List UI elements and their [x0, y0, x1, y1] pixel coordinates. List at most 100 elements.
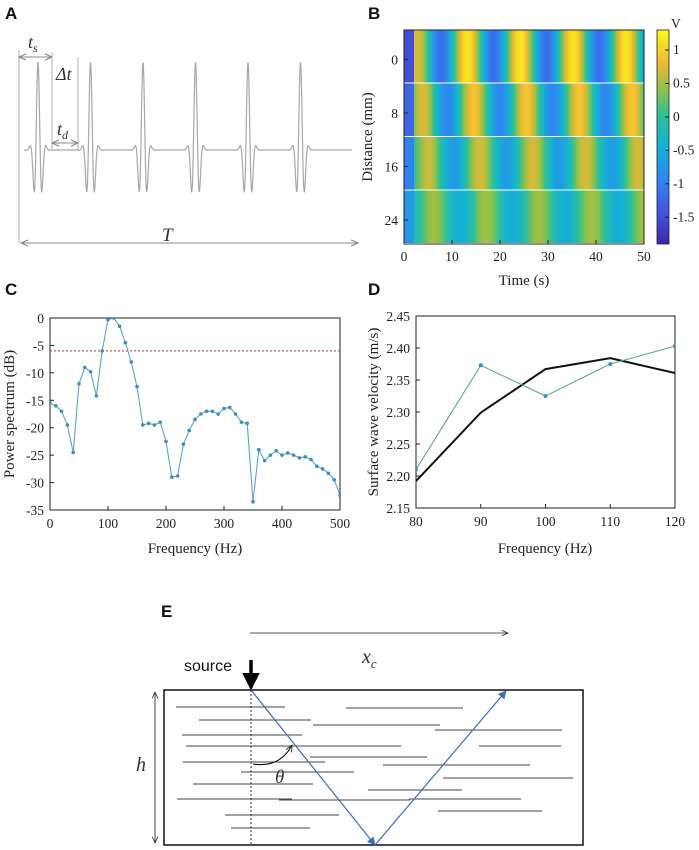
heatmap-cell [486, 190, 489, 243]
heatmap-cell [410, 30, 413, 83]
heatmap-cell [436, 83, 439, 136]
heatmap-cell [628, 30, 631, 83]
heatmap-cell [638, 30, 641, 83]
heatmap-cell [566, 30, 569, 83]
heatmap-cell [640, 30, 643, 83]
h-label: h [136, 754, 146, 776]
heatmap-cell [408, 30, 411, 83]
heatmap-cell [642, 190, 645, 243]
heatmap-cell [526, 190, 529, 243]
heatmap-cell [602, 83, 605, 136]
heatmap-cell [586, 137, 589, 190]
heatmap-cell [478, 30, 481, 83]
heatmap-cell [472, 83, 475, 136]
heatmap-cell [416, 190, 419, 243]
heatmap-cell [616, 30, 619, 83]
velocity-y-tick-label: 2.35 [386, 373, 410, 388]
heatmap-cell [450, 190, 453, 243]
heatmap-cell [508, 83, 511, 136]
heatmap-cell [496, 190, 499, 243]
heatmap-cell [598, 190, 601, 243]
spectrum-y-tick-label: -35 [26, 503, 44, 518]
heatmap-cell [502, 190, 505, 243]
heatmap-cell [572, 83, 575, 136]
spectrum-points [50, 318, 340, 504]
heatmap-cell [616, 137, 619, 190]
heatmap-cell [600, 83, 603, 136]
angle-arc [252, 745, 292, 766]
heatmap-cell [560, 137, 563, 190]
spectrum-point [100, 349, 104, 353]
heatmap-cell [538, 137, 541, 190]
heatmap-cell [452, 190, 455, 243]
heatmap-cell [574, 190, 577, 243]
spectrum-point [88, 369, 93, 374]
heatmap-cell [448, 83, 451, 136]
velocity-x-tick-label: 110 [600, 514, 620, 529]
heatmap-cell [510, 137, 513, 190]
heatmap-cell [456, 83, 459, 136]
heatmap-cell [496, 137, 499, 190]
heatmap-cell [546, 190, 549, 243]
heatmap-cell [570, 190, 573, 243]
panel-label-a: A [5, 4, 17, 23]
heatmap-cell [510, 190, 513, 243]
heatmap-cell [574, 30, 577, 83]
spectrum-point [332, 478, 337, 482]
heatmap-cell [570, 83, 573, 136]
heatmap-cell [490, 137, 493, 190]
spectrum-point [268, 453, 273, 457]
heatmap-cell [620, 190, 623, 243]
heatmap-cell [420, 137, 423, 190]
heatmap-cell [630, 83, 633, 136]
heatmap-cell [632, 190, 635, 243]
heatmap-cell [446, 190, 449, 243]
heatmap-cell [482, 30, 485, 83]
heatmap-cell [480, 137, 483, 190]
heatmap-cell [480, 83, 483, 136]
heatmap-cell [424, 83, 427, 136]
heatmap-cell [488, 83, 491, 136]
spectrum-point [77, 382, 81, 386]
heatmap-cell [452, 30, 455, 83]
heatmap-cell [558, 137, 561, 190]
heatmap-cell [608, 190, 611, 243]
colorbar-ticks: 1 0.5 0 -0.5 -1 -1.5 [665, 42, 695, 224]
colorbar-tick-label: 0 [673, 109, 680, 124]
heatmap-cell [506, 83, 509, 136]
heatmap-cell [588, 137, 591, 190]
heatmap-cell [556, 137, 559, 190]
heatmap-cell [580, 190, 583, 243]
heatmap-cell [524, 137, 527, 190]
heatmap-cell [414, 30, 417, 83]
heatmap-cell [420, 190, 423, 243]
heatmap-cell [640, 190, 643, 243]
spectrum-series-line [50, 318, 340, 502]
heatmap-cell [546, 30, 549, 83]
heatmap-cell [540, 137, 543, 190]
heatmap-cell [548, 137, 551, 190]
heatmap-cell [430, 190, 433, 243]
heatmap-cell [608, 30, 611, 83]
heatmap-cell [488, 137, 491, 190]
spectrum-point [309, 457, 313, 462]
spectrum-point [175, 474, 180, 478]
heatmap-cell [590, 30, 593, 83]
heatmap-cell [492, 190, 495, 243]
heatmap-cell [626, 83, 629, 136]
spectrum-point [146, 421, 151, 426]
colorbar [656, 29, 670, 245]
heatmap-cell [470, 190, 473, 243]
heatmap-cell [596, 83, 599, 136]
heatmap-cell [528, 190, 531, 243]
heatmap-cell [580, 83, 583, 136]
heatmap-y-tick-label: 24 [385, 213, 399, 228]
heatmap-cell [490, 190, 493, 243]
spectrum-point [135, 384, 139, 389]
heatmap-cell [444, 137, 447, 190]
reflected-ray [374, 690, 507, 846]
heatmap-cell [586, 30, 589, 83]
heatmap-cell [488, 30, 491, 83]
heatmap-cell [512, 137, 515, 190]
heatmap-cell [526, 30, 529, 83]
